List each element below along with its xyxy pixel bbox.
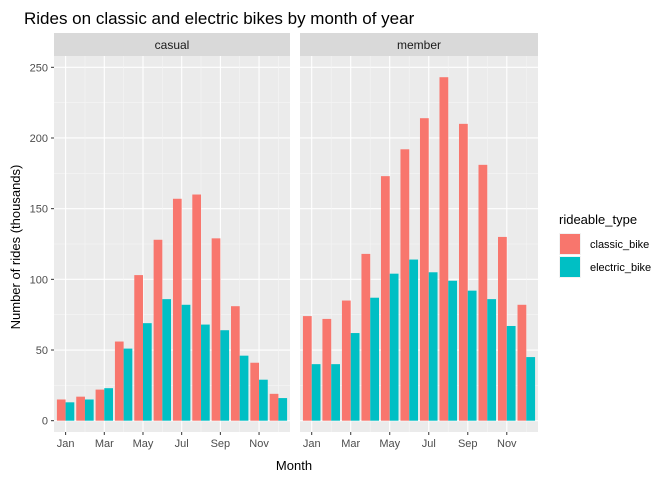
y-tick-label: 100 xyxy=(30,274,48,286)
bar-member-classic_bike-apr xyxy=(361,253,371,421)
bar-member-classic_bike-dec xyxy=(517,304,527,421)
bar-casual-electric_bike-sep xyxy=(220,330,230,421)
x-tick-label: Sep xyxy=(458,438,478,450)
bar-casual-electric_bike-may xyxy=(142,323,152,421)
legend: rideable_type classic_bike electric_bike xyxy=(559,212,651,278)
panel-casual: casual Jan Mar May Jul Sep Nov xyxy=(54,33,290,450)
bar-casual-classic_bike-apr xyxy=(114,341,124,421)
bar-casual-classic_bike-sep xyxy=(211,238,221,421)
bar-member-classic_bike-sep xyxy=(458,123,468,421)
bar-casual-electric_bike-aug xyxy=(201,324,210,421)
y-tick-label: 0 xyxy=(42,416,48,428)
bar-member-electric_bike-nov xyxy=(506,325,516,421)
bar-member-electric_bike-jun xyxy=(409,259,419,421)
bar-member-electric_bike-dec xyxy=(526,357,536,421)
bar-casual-classic_bike-feb xyxy=(76,396,85,421)
x-tick-label: Sep xyxy=(211,438,231,450)
bar-member-electric_bike-sep xyxy=(467,290,477,421)
bar-member-electric_bike-oct xyxy=(487,299,497,421)
bar-casual-classic_bike-mar xyxy=(95,389,105,421)
x-tick-label: May xyxy=(379,438,400,450)
bar-member-classic_bike-mar xyxy=(341,300,351,421)
bar-member-electric_bike-may xyxy=(389,273,399,421)
bar-member-classic_bike-aug xyxy=(439,77,449,421)
strip-member xyxy=(300,33,538,56)
bar-member-classic_bike-jul xyxy=(419,118,429,421)
bar-casual-classic_bike-oct xyxy=(231,306,240,421)
bar-casual-electric_bike-feb xyxy=(84,399,94,421)
x-tick-label: Mar xyxy=(341,438,360,450)
x-tick-label: Jan xyxy=(57,438,75,450)
bar-member-classic_bike-nov xyxy=(498,236,507,421)
panels: casual Jan Mar May Jul Sep Nov member Jan Mar May J… xyxy=(30,33,538,450)
x-axis-title: Month xyxy=(276,458,312,473)
bar-member-electric_bike-feb xyxy=(331,364,340,421)
bar-casual-electric_bike-nov xyxy=(259,379,268,421)
bar-casual-electric_bike-jul xyxy=(181,304,191,421)
bar-casual-electric_bike-apr xyxy=(123,348,133,421)
x-tick-label: May xyxy=(133,438,154,450)
bar-member-classic_bike-jan xyxy=(302,316,312,421)
strip-casual xyxy=(54,33,290,56)
x-tick-label: Nov xyxy=(497,438,517,450)
strip-label-casual: casual xyxy=(155,38,190,52)
bar-member-classic_bike-oct xyxy=(478,164,488,421)
y-tick-label: 250 xyxy=(30,62,48,74)
x-tick-label: Jul xyxy=(422,438,436,450)
legend-label-electric_bike: electric_bike xyxy=(590,262,651,274)
bar-member-electric_bike-jan xyxy=(311,364,321,421)
x-tick-label: Jul xyxy=(175,438,189,450)
x-tick-label: Nov xyxy=(249,438,269,450)
bar-casual-classic_bike-jan xyxy=(56,399,66,421)
bar-member-classic_bike-feb xyxy=(322,318,332,421)
bar-member-electric_bike-aug xyxy=(448,280,458,421)
bar-casual-classic_bike-may xyxy=(134,275,143,421)
bar-casual-electric_bike-jan xyxy=(65,402,75,421)
bar-casual-electric_bike-dec xyxy=(278,398,288,421)
bar-casual-electric_bike-mar xyxy=(104,388,113,421)
panel-member: member Jan Mar May Jul Sep Nov xyxy=(300,33,538,450)
legend-title: rideable_type xyxy=(559,212,637,227)
bar-casual-classic_bike-aug xyxy=(192,194,202,421)
legend-label-classic_bike: classic_bike xyxy=(590,239,649,251)
bar-casual-electric_bike-jun xyxy=(162,299,172,421)
bar-member-electric_bike-mar xyxy=(350,333,360,421)
bar-casual-electric_bike-oct xyxy=(239,355,249,421)
x-tick-label: Jan xyxy=(303,438,321,450)
bar-casual-classic_bike-jun xyxy=(153,239,163,421)
legend-key-electric_bike xyxy=(560,257,580,277)
x-tick-label: Mar xyxy=(95,438,114,450)
bar-casual-classic_bike-dec xyxy=(269,393,279,421)
y-tick-label: 200 xyxy=(30,133,48,145)
y-tick-label: 150 xyxy=(30,204,48,216)
bar-member-classic_bike-jun xyxy=(400,149,410,421)
y-axis: 0 50 100 150 200 250 xyxy=(30,62,54,428)
y-axis-title: Number of rides (thousands) xyxy=(8,165,23,330)
legend-key-classic_bike xyxy=(560,234,580,254)
y-tick-label: 50 xyxy=(36,345,48,357)
chart-title: Rides on classic and electric bikes by m… xyxy=(24,9,415,28)
bar-casual-classic_bike-jul xyxy=(172,198,182,421)
bar-casual-classic_bike-nov xyxy=(250,362,260,421)
bar-member-classic_bike-may xyxy=(380,176,390,421)
bar-member-electric_bike-apr xyxy=(370,297,380,421)
strip-label-member: member xyxy=(397,38,441,52)
bar-member-electric_bike-jul xyxy=(428,272,438,421)
